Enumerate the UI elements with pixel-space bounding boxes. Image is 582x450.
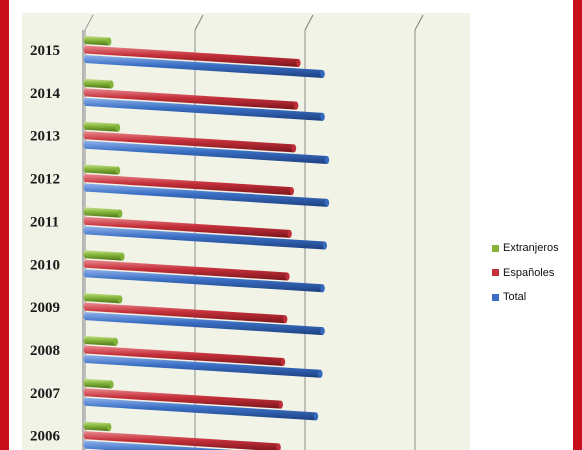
bar-2010-extranjeros (83, 250, 125, 261)
bar-cap-2011-extranjeros (118, 209, 123, 218)
bar-2007-total (83, 397, 318, 421)
bars (83, 36, 330, 450)
bar-cap-2010-extranjeros (120, 252, 125, 261)
category-label-2006: 2006 (30, 429, 61, 445)
bar-cap-2006-extranjeros (107, 423, 112, 432)
bar-cap-2013-españoles (291, 144, 297, 153)
category-label-2008: 2008 (30, 343, 60, 359)
bar-cap-2007-extranjeros (109, 380, 114, 389)
gridline-50 (194, 14, 204, 31)
bar-2013-españoles (83, 131, 296, 153)
bar-cap-2006-españoles (276, 443, 281, 450)
right-red-border (573, 0, 582, 450)
legend-item-extranjeros: Extranjeros (492, 236, 572, 261)
bar-2013-total (83, 140, 329, 164)
gridline-100 (304, 14, 314, 31)
bar-cap-2007-total (313, 412, 319, 421)
category-label-2014: 2014 (30, 86, 61, 102)
bar-2012-total (83, 183, 329, 207)
bar-cap-2014-total (320, 112, 325, 121)
bar-cap-2009-españoles (283, 315, 288, 324)
bar-2008-extranjeros (83, 335, 118, 346)
bar-2006-españoles (83, 431, 281, 450)
bar-2007-extranjeros (83, 378, 114, 389)
bar-cap-2008-españoles (280, 357, 286, 366)
legend: Extranjeros Españoles Total (492, 236, 572, 310)
bar-cap-2011-españoles (287, 229, 292, 238)
bar-2012-extranjeros (83, 164, 120, 175)
legend-label-total: Total (503, 291, 527, 304)
category-label-2012: 2012 (30, 172, 60, 188)
bar-cap-2010-total (320, 284, 325, 293)
bar-cap-2008-total (318, 369, 323, 378)
bar-2010-total (83, 269, 325, 293)
bar-cap-2015-españoles (296, 58, 301, 67)
legend-label-extranjeros: Extranjeros (503, 242, 559, 255)
bar-2009-total (83, 312, 325, 336)
category-label-2013: 2013 (30, 129, 60, 145)
bar-2008-españoles (83, 345, 285, 366)
category-label-2009: 2009 (30, 300, 60, 316)
bar-cap-2015-total (320, 70, 325, 78)
bar-cap-2012-españoles (289, 187, 294, 196)
legend-swatch-total (492, 293, 499, 301)
bar-cap-2015-extranjeros (107, 37, 112, 46)
bar-2015-españoles (83, 45, 301, 67)
category-label-2010: 2010 (30, 257, 60, 273)
bar-cap-2010-españoles (285, 272, 290, 281)
bar-cap-2009-extranjeros (118, 295, 123, 304)
bar-2008-total (83, 354, 323, 378)
bar-2015-extranjeros (83, 36, 112, 46)
bar-2015-total (83, 55, 325, 78)
bar-cap-2008-extranjeros (113, 337, 119, 346)
legend-label-espanoles: Españoles (503, 266, 555, 279)
bar-2011-total (83, 226, 327, 250)
legend-swatch-extranjeros (492, 244, 499, 252)
bar-2011-extranjeros (83, 207, 123, 218)
legend-item-espanoles: Españoles (492, 261, 572, 286)
gridline-0 (84, 14, 94, 31)
bar-2012-españoles (83, 174, 294, 196)
bar-cap-2009-total (320, 327, 325, 336)
bar-2006-extranjeros (83, 421, 112, 432)
category-label-2011: 2011 (30, 214, 59, 230)
bar-2010-españoles (83, 259, 290, 281)
bar-2014-españoles (83, 88, 299, 110)
bar-cap-2014-españoles (294, 101, 299, 110)
bar-cap-2012-total (324, 198, 330, 207)
legend-swatch-espanoles (492, 269, 499, 277)
bar-2009-españoles (83, 302, 288, 324)
bar-2009-extranjeros (83, 293, 123, 304)
left-red-border (0, 0, 9, 450)
bar-cap-2013-extranjeros (115, 123, 121, 132)
category-labels: 2015 2014 2013 2012 2011 2010 2009 2008 2007 2006 (30, 43, 61, 445)
bar-2014-total (83, 97, 325, 121)
legend-item-total: Total (492, 285, 572, 310)
bar-cap-2011-total (322, 241, 327, 250)
gridline-150 (414, 14, 424, 31)
bar-cap-2012-extranjeros (115, 166, 121, 175)
bar-cap-2007-españoles (278, 400, 283, 409)
bar-2013-extranjeros (83, 121, 120, 132)
category-label-2007: 2007 (30, 386, 61, 402)
category-label-2015: 2015 (30, 43, 60, 59)
bar-cap-2014-extranjeros (109, 80, 114, 89)
bar-2014-extranjeros (83, 78, 114, 89)
bar-2007-españoles (83, 388, 283, 409)
bar-2011-españoles (83, 216, 292, 238)
bar-2006-total (83, 440, 234, 450)
bar-cap-2013-total (324, 155, 330, 164)
